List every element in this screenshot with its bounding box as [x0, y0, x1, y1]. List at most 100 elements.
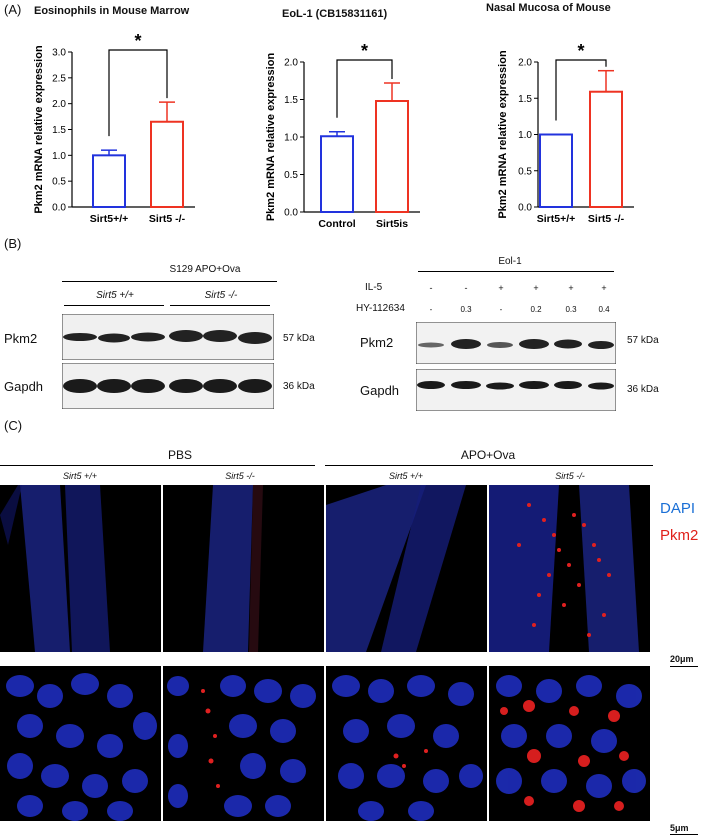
micrograph-low-2: [163, 485, 324, 652]
chart3-title: Nasal Mucosa of Mouse: [486, 2, 611, 14]
scalebar-line-2: [670, 834, 698, 835]
group-apo-label: APO+Ova: [460, 448, 516, 462]
significance-bracket: [336, 59, 393, 118]
micrograph-low-1: [0, 485, 161, 652]
panel-a-label: (A): [4, 2, 22, 17]
wb-right-header-line: [418, 271, 614, 272]
legend-dapi: DAPI: [660, 500, 696, 517]
y-tick-label: 1.5: [518, 94, 532, 105]
x-tick-label: Sirt5 -/-: [588, 213, 625, 225]
wb-left-group1-line: [64, 305, 164, 306]
micrograph-high-4: [489, 666, 650, 821]
group-apo-line: [325, 465, 653, 466]
significance-star: *: [577, 41, 584, 61]
y-tick-label: 1.0: [52, 151, 66, 162]
col-label-2: Sirt5 -/-: [225, 471, 255, 481]
il5-val: +: [498, 283, 504, 293]
y-tick-label: 0.5: [518, 166, 532, 177]
y-tick-label: 3.0: [52, 48, 66, 59]
bar: [375, 100, 409, 213]
micrograph-high-2: [163, 666, 324, 821]
micrograph-low-4: [489, 485, 650, 652]
bar: [92, 154, 126, 208]
il5-val: +: [568, 283, 574, 293]
y-tick-label: 1.0: [284, 133, 298, 144]
scalebar-label-2: 5μm: [670, 823, 689, 833]
wb-right-il5-label: IL-5: [365, 282, 383, 293]
wb-right-header: Eol-1: [498, 256, 522, 267]
micrograph-low-3: [326, 485, 487, 652]
il5-val: -: [464, 283, 468, 293]
chart1: 0.0 0.5 1.0 1.5 2.0 2.5 3.0 Pkm2 mRNA relative …: [33, 31, 195, 225]
y-tick-label: 2.0: [52, 99, 66, 110]
x-tick-label: Sirt5is: [376, 218, 408, 230]
il5-val: -: [429, 283, 433, 293]
y-tick-label: 1.5: [52, 125, 66, 136]
wb-left-group1: Sirt5 +/+: [96, 290, 134, 301]
chart2: 0.0 0.5 1.0 1.5 2.0 Pkm2 mRNA relative expres…: [265, 41, 420, 230]
y-tick-label: 2.5: [52, 73, 66, 84]
y-axis-label: Pkm2 mRNA relative expression: [497, 50, 509, 219]
x-tick-label: Control: [318, 218, 355, 230]
wb-left-kda1: 57 kDa: [283, 333, 315, 344]
wb-right-kda1: 57 kDa: [627, 335, 659, 346]
wb-left-header-line: [62, 281, 277, 282]
y-tick-label: 2.0: [518, 58, 532, 69]
bar: [150, 120, 184, 208]
chart1-title: Eosinophils in Mouse Marrow: [34, 5, 190, 17]
panel-b-label: (B): [4, 236, 22, 251]
significance-star: *: [134, 31, 141, 51]
wb-right-kda2: 36 kDa: [627, 384, 659, 395]
y-axis-label: Pkm2 mRNA relative expression: [33, 45, 45, 214]
y-tick-label: 0.0: [518, 203, 532, 214]
col-label-1: Sirt5 +/+: [62, 471, 98, 481]
panel-c-label: (C): [4, 418, 23, 433]
y-axis-label: Pkm2 mRNA relative expression: [265, 53, 277, 222]
scalebar-line-1: [670, 666, 698, 667]
wb-right-pkm2-label: Pkm2: [360, 335, 394, 350]
il5-val: +: [601, 283, 607, 293]
significance-bracket: [555, 59, 607, 121]
y-tick-label: 0.0: [52, 203, 66, 214]
x-tick-label: Sirt5+/+: [90, 213, 129, 225]
y-tick-label: 0.0: [284, 208, 298, 219]
y-tick-label: 0.5: [284, 170, 298, 181]
col-label-4: Sirt5 -/-: [555, 471, 585, 481]
legend-pkm2: Pkm2: [660, 527, 699, 544]
wb-right-hy-label: HY-112634: [356, 303, 405, 314]
bar: [589, 90, 623, 208]
group-pbs-line: [0, 465, 315, 466]
group-pbs-label: PBS: [167, 448, 192, 462]
wb-left-gapdh-label: Gapdh: [4, 379, 44, 394]
wb-right-gapdh-label: Gapdh: [360, 383, 400, 398]
bar: [320, 135, 354, 213]
x-tick-label: Sirt5 -/-: [149, 213, 186, 225]
chart2-title: EoL-1 (CB15831161): [282, 8, 388, 20]
micrograph-high-3: [326, 666, 487, 821]
x-tick-label: Sirt5+/+: [537, 213, 576, 225]
hy-val: 0.3: [460, 305, 472, 314]
hy-val: 0.4: [598, 305, 610, 314]
hy-val: -: [499, 305, 503, 314]
bar: [539, 133, 573, 208]
wb-left-gapdh-blot: [62, 363, 274, 409]
wb-left-group2-line: [170, 305, 270, 306]
il5-val: +: [533, 283, 539, 293]
wb-left-pkm2-label: Pkm2: [4, 331, 38, 346]
scalebar-label-1: 20μm: [670, 654, 694, 664]
wb-left-pkm2-blot: [62, 314, 274, 360]
wb-left-group2: Sirt5 -/-: [204, 290, 238, 301]
hy-val: 0.2: [530, 305, 542, 314]
y-tick-label: 2.0: [284, 58, 298, 69]
y-tick-label: 0.5: [52, 177, 66, 188]
wb-left-header: S129 APO+Ova: [169, 264, 241, 275]
y-tick-label: 1.0: [518, 130, 532, 141]
wb-right-gapdh-blot: [416, 369, 616, 411]
y-tick-label: 1.5: [284, 95, 298, 106]
col-label-3: Sirt5 +/+: [388, 471, 424, 481]
hy-val: -: [429, 305, 433, 314]
wb-left-kda2: 36 kDa: [283, 381, 315, 392]
wb-right-pkm2-blot: [416, 322, 616, 364]
significance-bracket: [108, 49, 168, 137]
micrograph-high-1: [0, 666, 161, 821]
